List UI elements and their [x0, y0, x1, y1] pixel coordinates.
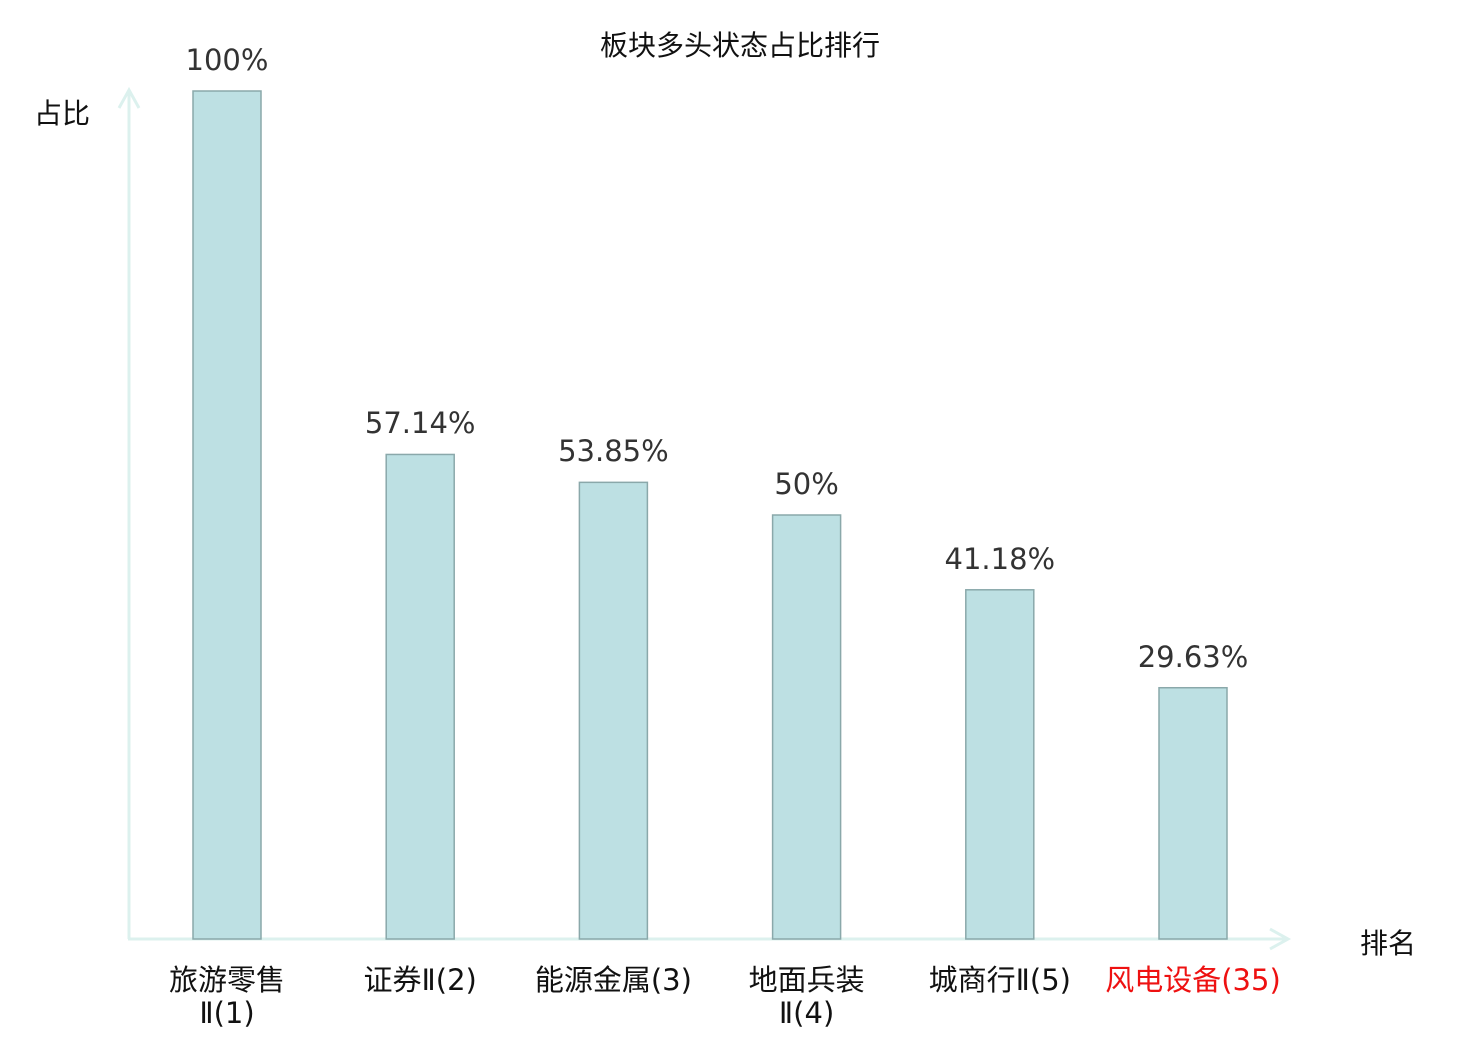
bar [965, 589, 1035, 940]
chart-title: 板块多头状态占比排行 [599, 29, 880, 62]
x-tick-label: 风电设备(35) [1105, 963, 1281, 997]
x-tick-label: 证券Ⅱ(2) [363, 963, 477, 997]
x-axis-label: 排名 [1360, 927, 1417, 960]
data-label: 53.85% [558, 434, 669, 469]
x-tick-label: 能源金属(3) [534, 963, 692, 997]
y-axis-arrow-icon [117, 86, 141, 109]
data-label: 29.63% [1137, 639, 1249, 674]
bar [1158, 686, 1228, 940]
data-label: 100% [185, 43, 269, 77]
x-tick-label: 地面兵装 Ⅱ(4) [748, 963, 865, 1030]
bar [578, 481, 649, 940]
bar [192, 90, 262, 940]
x-tick-label: 旅游零售 Ⅱ(1) [168, 963, 285, 1030]
x-tick-label: 城商行Ⅱ(5) [928, 963, 1071, 997]
y-axis-label: 占比 [34, 97, 91, 130]
bar [385, 453, 455, 940]
bar [771, 514, 842, 940]
data-label: 57.14% [364, 406, 476, 441]
data-label: 50% [774, 467, 839, 501]
data-label: 41.18% [944, 541, 1056, 576]
x-axis-arrow-icon [1269, 927, 1292, 951]
